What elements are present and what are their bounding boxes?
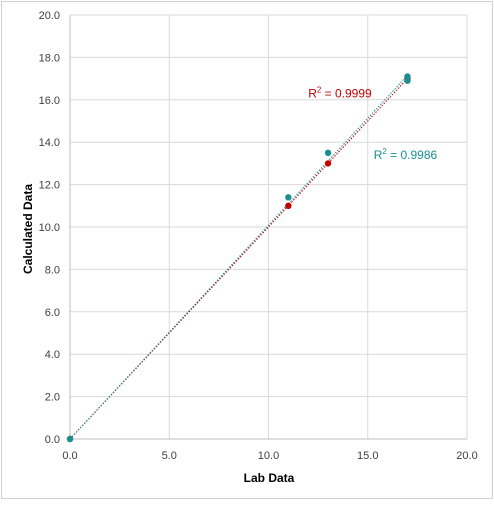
data-point-series-2 bbox=[285, 194, 292, 201]
axes bbox=[69, 15, 467, 440]
data-point-series-1 bbox=[324, 160, 332, 167]
y-axis-title: Calculated Data bbox=[21, 184, 35, 274]
x-tick-label: 20.0 bbox=[456, 450, 477, 462]
y-tick-label: 18.0 bbox=[39, 52, 60, 64]
x-tick-label: 5.0 bbox=[162, 450, 177, 462]
x-tick-label: 0.0 bbox=[62, 450, 77, 462]
data-points bbox=[66, 73, 411, 443]
y-tick-label: 12.0 bbox=[39, 180, 60, 192]
r-squared-prefix: R bbox=[374, 148, 383, 162]
y-tick-label: 4.0 bbox=[45, 349, 60, 361]
y-tick-label: 2.0 bbox=[45, 392, 60, 404]
data-point-series-1 bbox=[285, 202, 292, 209]
gridlines bbox=[70, 14, 468, 439]
y-tick-label: 10.0 bbox=[39, 222, 60, 234]
trendline-series-1 bbox=[69, 78, 408, 440]
data-point-series-2 bbox=[404, 73, 411, 80]
r-squared-value: = 0.9986 bbox=[387, 148, 438, 162]
r-squared-superscript: 2 bbox=[317, 86, 322, 95]
y-tick-label: 20.0 bbox=[39, 10, 60, 22]
r-squared-label-series-1: R2 = 0.9999 bbox=[308, 86, 372, 101]
y-tick-label: 6.0 bbox=[45, 307, 60, 319]
x-tick-label: 10.0 bbox=[258, 450, 279, 462]
y-tick-label: 0.0 bbox=[45, 434, 60, 446]
data-point-series-2 bbox=[324, 149, 332, 156]
r-squared-label-series-2: R2 = 0.9986 bbox=[374, 147, 438, 162]
tick-labels: 0.0 5.0 10.0 15.0 20.0 0.0 2.0 4.0 6.0 8.0 10.0 12.… bbox=[39, 10, 478, 462]
data-point-series-2 bbox=[66, 435, 74, 443]
y-tick-label: 14.0 bbox=[39, 137, 60, 149]
x-axis-title: Lab Data bbox=[244, 471, 295, 485]
y-tick-label: 8.0 bbox=[45, 264, 60, 276]
r-squared-value: = 0.9999 bbox=[321, 87, 372, 101]
y-tick-label: 16.0 bbox=[39, 95, 60, 107]
trendlines bbox=[69, 75, 408, 440]
r-squared-superscript: 2 bbox=[382, 147, 387, 156]
trendline-series-2 bbox=[69, 75, 408, 440]
r-squared-prefix: R bbox=[308, 87, 317, 101]
x-tick-label: 15.0 bbox=[357, 450, 378, 462]
